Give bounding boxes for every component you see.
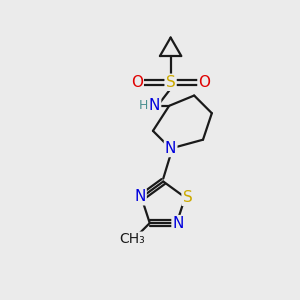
Text: N: N: [172, 216, 184, 231]
Text: S: S: [166, 75, 176, 90]
Text: CH₃: CH₃: [119, 232, 145, 246]
Text: O: O: [199, 75, 211, 90]
Text: N: N: [149, 98, 160, 113]
Text: N: N: [134, 189, 146, 204]
Text: N: N: [165, 141, 176, 156]
Text: S: S: [183, 190, 192, 205]
Text: O: O: [131, 75, 143, 90]
Text: H: H: [139, 99, 148, 112]
